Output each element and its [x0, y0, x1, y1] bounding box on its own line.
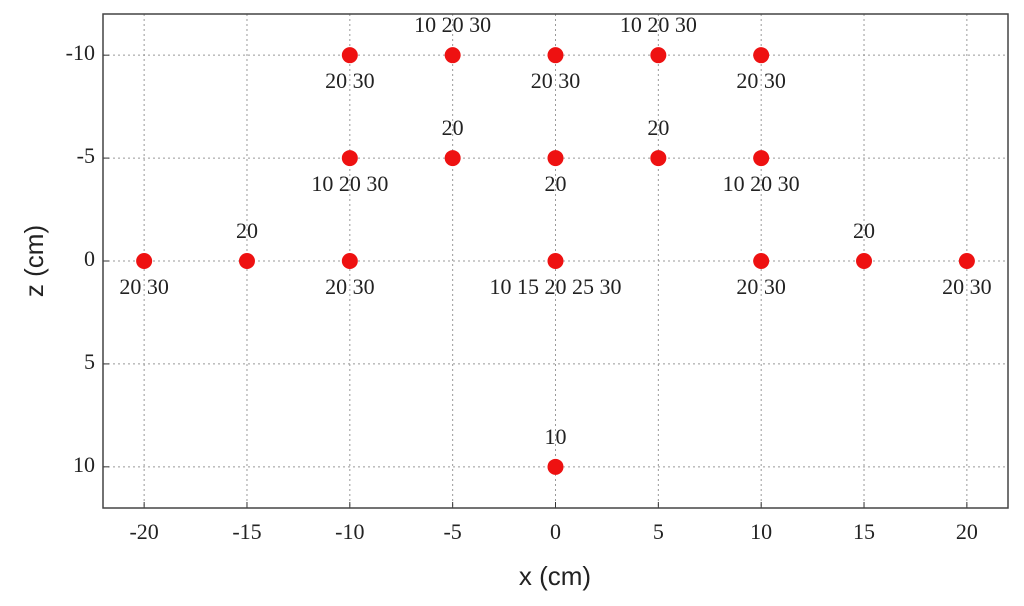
point: [547, 458, 564, 475]
point-label: 20: [647, 115, 669, 140]
point: [341, 253, 358, 269]
point-label: 10 20 30: [311, 171, 388, 196]
point: [958, 253, 975, 269]
point-label: 10 20 30: [723, 171, 800, 196]
y-tick-label: 10: [73, 452, 95, 477]
point: [238, 253, 255, 269]
point-label: 10 20 30: [620, 12, 697, 37]
x-tick-label: -5: [443, 519, 461, 544]
point-label: 20 30: [736, 68, 786, 93]
y-axis-title: z (cm): [19, 225, 49, 297]
point: [753, 47, 770, 64]
point-label: 20 30: [325, 68, 375, 93]
point: [444, 47, 461, 64]
point: [444, 150, 461, 167]
point-label: 20 30: [325, 274, 375, 299]
point: [136, 253, 153, 269]
point: [753, 253, 770, 269]
point-label: 20: [236, 218, 258, 243]
point: [341, 47, 358, 64]
y-tick-label: -10: [66, 40, 95, 65]
point: [753, 150, 770, 167]
point-label: 20 30: [531, 68, 581, 93]
point-label: 20 30: [119, 274, 169, 299]
point-label: 20: [442, 115, 464, 140]
point-label: 20 30: [942, 274, 992, 299]
x-tick-label: -10: [335, 519, 364, 544]
point: [547, 47, 564, 64]
point: [547, 150, 564, 167]
x-tick-label: 10: [750, 519, 772, 544]
point: [341, 150, 358, 167]
x-tick-label: 20: [956, 519, 978, 544]
point: [547, 253, 564, 269]
plot-frame: [102, 13, 1009, 509]
x-tick-label: -20: [129, 519, 158, 544]
y-tick-label: -5: [77, 143, 95, 168]
x-tick-label: -15: [232, 519, 261, 544]
x-tick-label: 0: [550, 519, 561, 544]
y-tick-label: 0: [84, 246, 95, 271]
point-label: 10 20 30: [414, 12, 491, 37]
point-label: 20: [545, 171, 567, 196]
point: [650, 150, 667, 167]
point-label: 10 15 20 25 30: [490, 274, 622, 299]
point-label: 20 30: [736, 274, 786, 299]
point-label: 10: [545, 424, 567, 449]
y-tick-label: 5: [84, 349, 95, 374]
x-axis-title: x (cm): [519, 561, 591, 591]
point-label: 20: [853, 218, 875, 243]
point: [650, 47, 667, 64]
x-tick-label: 5: [653, 519, 664, 544]
x-tick-label: 15: [853, 519, 875, 544]
point: [856, 253, 873, 269]
